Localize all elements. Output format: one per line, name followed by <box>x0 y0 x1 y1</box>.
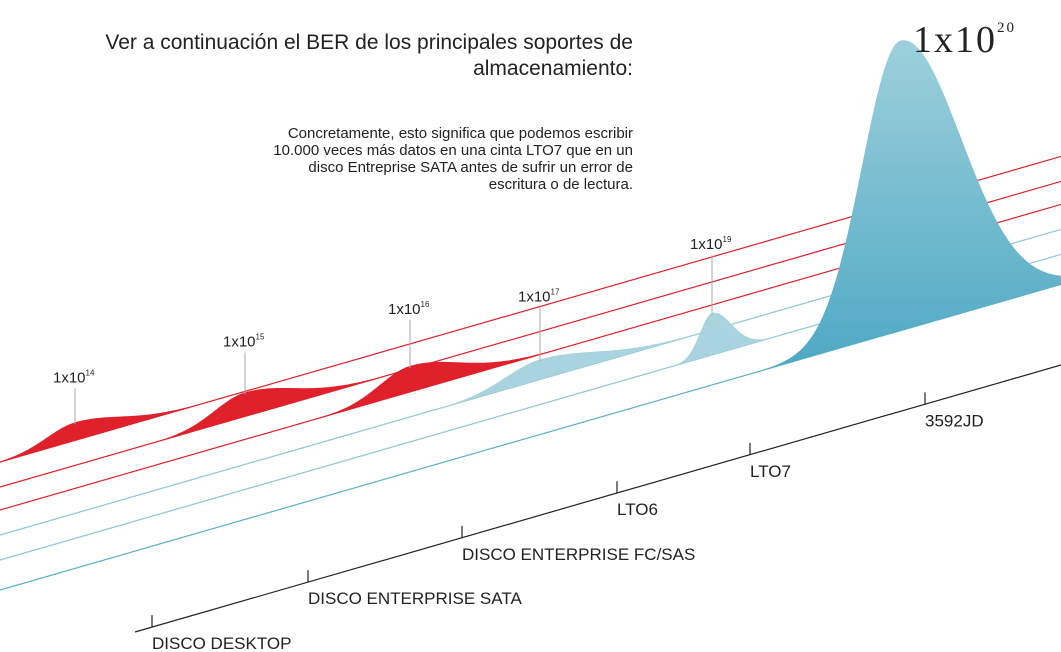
note: Concretamente, esto significa que podemo… <box>273 125 633 193</box>
ber-base: 1x10 <box>913 19 997 61</box>
ber-label: 1x1019 <box>690 235 732 253</box>
text-line: escritura o de lectura. <box>488 176 633 193</box>
ber-exponent: 15 <box>256 332 265 341</box>
ridge-peak <box>260 331 620 436</box>
media-label: DISCO ENTERPRISE SATA <box>308 589 522 608</box>
text-line: Concretamente, esto significa que podemo… <box>287 125 633 142</box>
media-label: DISCO DESKTOP <box>152 634 292 652</box>
ber-label: 1x1014 <box>53 368 95 386</box>
ber-base: 1x10 <box>53 369 86 386</box>
ber-base: 1x10 <box>690 236 723 253</box>
media-label: LTO6 <box>617 500 658 519</box>
ridge-line <box>0 283 1061 591</box>
ridge-peak <box>95 356 455 460</box>
ridge-peak <box>0 384 271 462</box>
ridge-peak <box>370 310 778 429</box>
ridge-peak <box>710 40 1061 386</box>
text-line: almacenamiento: <box>473 57 633 80</box>
media-label: DISCO ENTERPRISE FC/SAS <box>462 545 695 564</box>
ber-exponent: 19 <box>723 235 732 244</box>
heading: Ver a continuación el BER de los princip… <box>105 30 633 82</box>
ber-label: 1x1017 <box>518 287 560 305</box>
ber-label: 1x1016 <box>388 300 430 318</box>
ber-exponent: 14 <box>86 368 95 377</box>
ber-label: 1x1020 <box>913 19 1016 61</box>
ridge-peak <box>652 312 796 373</box>
ber-exponent: 17 <box>551 287 560 296</box>
ber-label: 1x1015 <box>223 332 265 350</box>
axis-line <box>134 364 1061 633</box>
media-label: LTO7 <box>750 462 791 481</box>
text-line: 10.000 veces más datos en una cinta LTO7… <box>273 142 633 159</box>
ber-base: 1x10 <box>388 301 421 318</box>
ber-base: 1x10 <box>518 288 551 305</box>
ber-exponent: 16 <box>421 300 430 309</box>
ber-exponent: 20 <box>997 20 1016 36</box>
text-line: disco Entreprise SATA antes de sufrir un… <box>308 159 633 176</box>
ber-base: 1x10 <box>223 333 256 350</box>
media-label: 3592JD <box>925 411 984 430</box>
text-line: Ver a continuación el BER de los princip… <box>105 31 633 54</box>
